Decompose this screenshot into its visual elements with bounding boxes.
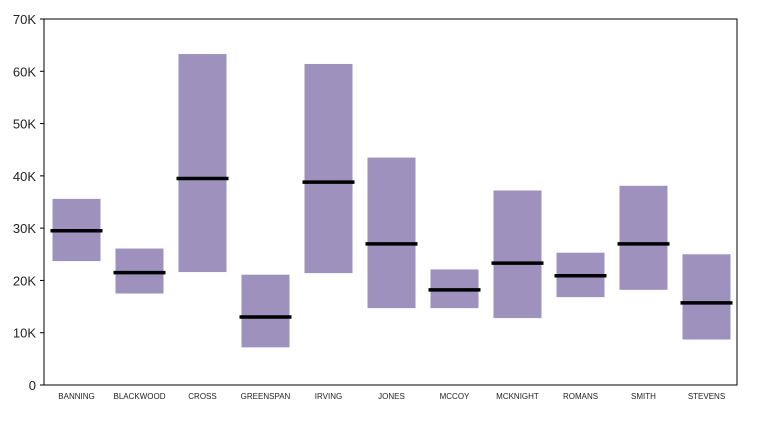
y-tick-label: 0 (29, 378, 36, 393)
x-category-label: MCKNIGHT (496, 392, 539, 401)
y-tick-label: 10K (13, 326, 36, 341)
range-bar-cross (178, 54, 227, 273)
y-tick-label: 20K (13, 273, 36, 288)
range-bar-mcknight (493, 190, 542, 319)
x-category-label: BANNING (58, 392, 94, 401)
plot-frame (43, 18, 738, 386)
x-axis-labels: BANNING BLACKWOOD CROSS GREENSPAN IRVING JONE… (58, 392, 725, 401)
y-axis-ticks: 0 10K 20K 30K 40K 50K 60K 70K (13, 12, 44, 393)
y-tick-label: 30K (13, 221, 36, 236)
x-category-label: GREENSPAN (241, 392, 291, 401)
range-bar-jones (367, 157, 416, 309)
range-bar-smith (619, 185, 668, 290)
range-bars (52, 54, 731, 348)
y-tick-label: 40K (13, 169, 36, 184)
range-bar-stevens (682, 254, 731, 340)
y-tick-label: 70K (13, 12, 36, 27)
y-tick-label: 60K (13, 64, 36, 79)
x-category-label: JONES (378, 392, 405, 401)
x-category-label: SMITH (631, 392, 656, 401)
x-category-label: CROSS (188, 392, 216, 401)
x-category-label: BLACKWOOD (113, 392, 165, 401)
x-category-label: IRVING (315, 392, 342, 401)
x-category-label: STEVENS (688, 392, 725, 401)
x-category-label: MCCOY (440, 392, 470, 401)
median-markers (50, 176, 733, 319)
range-bar-irving (304, 63, 353, 274)
y-tick-label: 50K (13, 117, 36, 132)
x-category-label: ROMANS (563, 392, 598, 401)
range-bar-greenspan (241, 274, 290, 348)
